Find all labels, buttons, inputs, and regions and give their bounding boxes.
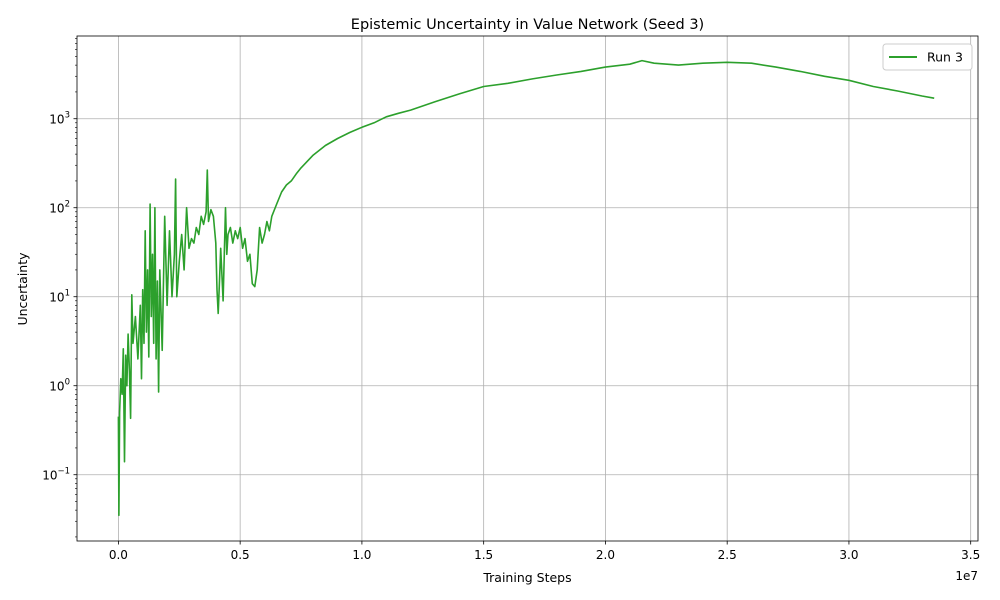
y-tick-label: 103 <box>49 111 70 127</box>
x-tick: 2.0 <box>596 541 615 562</box>
y-axis-ticks: 10−1 100 101 102 103 <box>42 38 77 538</box>
legend-box <box>882 43 973 71</box>
y-tick-label: 10−1 <box>42 467 70 483</box>
x-axis-label: Training Steps <box>482 570 571 585</box>
x-tick-label: 0.5 <box>231 548 250 562</box>
legend: Run 3 <box>882 43 973 71</box>
x-axis-ticks: 0.0 0.5 1.0 1.5 2.0 2.5 3.0 3.5 <box>109 541 980 562</box>
x-tick-label: 2.0 <box>596 548 615 562</box>
y-tick-label: 100 <box>49 378 70 394</box>
grid <box>77 36 978 541</box>
x-tick-label: 3.0 <box>839 548 858 562</box>
series-layer <box>117 59 935 517</box>
series-line-run-3 <box>117 59 935 517</box>
x-tick: 3.5 <box>961 541 980 562</box>
x-tick-label: 0.0 <box>109 548 128 562</box>
x-tick: 3.0 <box>839 541 858 562</box>
y-tick: 101 <box>49 289 77 305</box>
x-tick: 0.0 <box>109 541 128 562</box>
y-tick-label: 102 <box>49 200 70 216</box>
y-tick: 103 <box>49 111 77 127</box>
y-axis-label: Uncertainty <box>15 252 30 326</box>
x-tick: 2.5 <box>718 541 737 562</box>
x-tick: 0.5 <box>231 541 250 562</box>
y-tick: 100 <box>49 378 77 394</box>
y-tick: 102 <box>49 200 77 216</box>
x-tick-label: 1.0 <box>352 548 371 562</box>
x-axis-offset-label: 1e7 <box>955 569 978 583</box>
y-tick-label: 101 <box>49 289 70 305</box>
chart-title: Epistemic Uncertainty in Value Network (… <box>351 17 704 33</box>
x-tick-label: 1.5 <box>474 548 493 562</box>
x-tick: 1.0 <box>352 541 371 562</box>
x-tick-label: 3.5 <box>961 548 980 562</box>
x-tick: 1.5 <box>474 541 493 562</box>
plot-frame <box>76 35 979 542</box>
y-tick: 10−1 <box>42 467 77 483</box>
x-tick-label: 2.5 <box>718 548 737 562</box>
legend-label-run-3: Run 3 <box>927 50 963 65</box>
